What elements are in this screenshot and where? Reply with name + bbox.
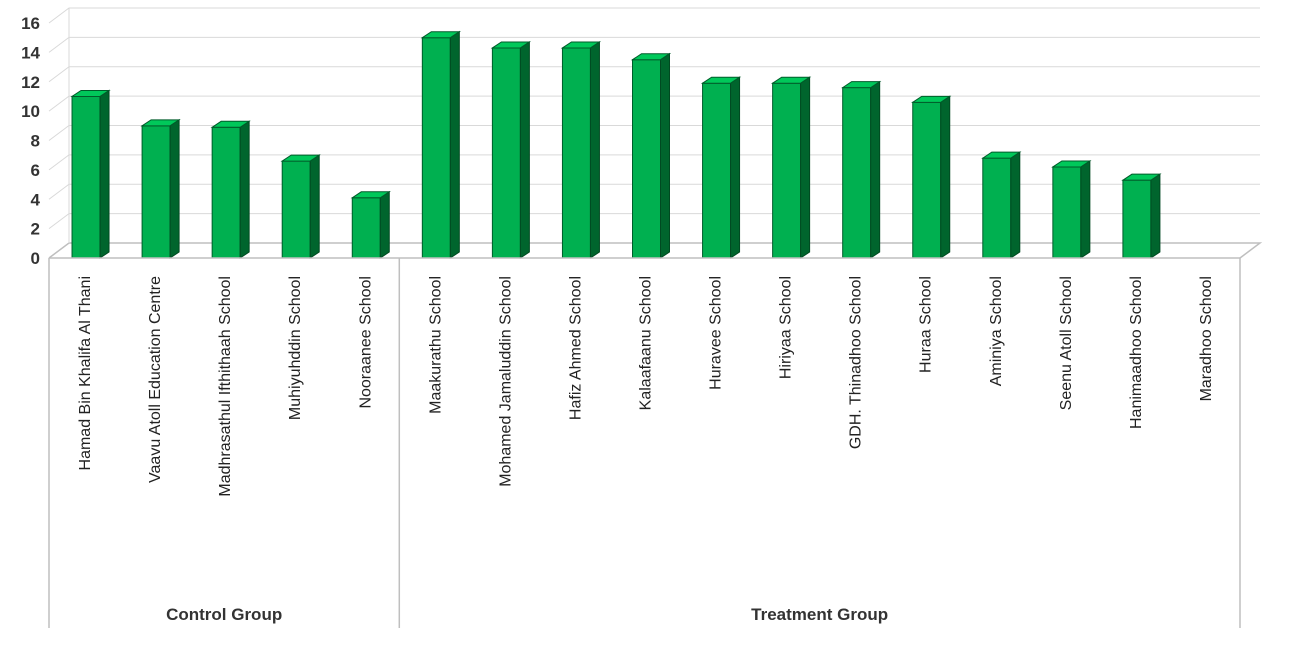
x-tick-label: Hiriyaa School <box>778 276 795 379</box>
bar-front <box>281 160 311 259</box>
y-tick-label: 16 <box>21 14 40 33</box>
bar <box>630 52 672 259</box>
bar-front <box>772 82 802 259</box>
bar-top <box>420 31 461 39</box>
bar-side <box>1150 173 1161 259</box>
bar <box>490 41 532 259</box>
bar-side <box>1010 151 1021 259</box>
y-tick-label: 0 <box>31 249 40 268</box>
x-tick-label: Hamad Bin Khalifa Al Thani <box>77 276 94 470</box>
x-tick-label: Kalaafaanu School <box>638 276 655 410</box>
bar-top <box>70 89 111 97</box>
group-label: Control Group <box>166 605 282 624</box>
bar-top <box>981 151 1022 159</box>
bar-side <box>379 190 390 259</box>
x-tick-label: Huravee School <box>708 276 725 390</box>
bar <box>70 89 111 259</box>
bar-front <box>982 157 1012 259</box>
x-tick-label: Aminiya School <box>988 276 1005 386</box>
bar <box>1121 173 1162 259</box>
bar-side <box>730 76 741 259</box>
bar <box>280 154 321 259</box>
gridline <box>48 7 1260 24</box>
y-tick-label: 8 <box>31 132 40 151</box>
bar <box>420 30 461 259</box>
x-tick-label: Hanimaadhoo School <box>1128 276 1145 429</box>
bar-side <box>1080 160 1091 259</box>
bar-side <box>239 120 250 259</box>
y-tick-label: 14 <box>21 43 40 62</box>
bar-top <box>350 191 391 199</box>
bar-top <box>700 76 742 84</box>
bar-front <box>702 82 732 259</box>
bar-side <box>519 41 530 259</box>
y-axis: 0 2 4 6 8 10 12 14 16 <box>21 14 40 268</box>
bar-front <box>491 47 521 259</box>
bar-front <box>211 126 241 259</box>
bar-top <box>1121 173 1162 181</box>
bar-top <box>911 95 952 103</box>
bar-side <box>870 80 881 259</box>
bar-front <box>351 197 381 259</box>
bars <box>70 30 1162 259</box>
bar-top <box>210 120 251 128</box>
bar-front <box>842 87 872 259</box>
bar-side <box>99 89 110 259</box>
y-tick-label: 10 <box>21 102 40 121</box>
bar-top <box>490 41 532 49</box>
y-tick-label: 2 <box>31 220 40 239</box>
bar <box>350 190 391 259</box>
y-tick-label: 6 <box>31 161 40 180</box>
bar-front <box>1052 166 1082 259</box>
bar-front <box>71 95 101 259</box>
x-tick-label: Hafiz Ahmed School <box>567 276 584 420</box>
group-label: Treatment Group <box>751 605 888 624</box>
bar <box>140 118 181 259</box>
bar <box>560 41 602 259</box>
bar <box>911 95 952 259</box>
bar-top <box>1051 160 1092 168</box>
bar-front <box>141 125 171 259</box>
bar <box>841 80 882 259</box>
x-tick-label: Nooraanee School <box>357 276 374 409</box>
bar <box>770 76 812 259</box>
x-tick-label: Maakurathu School <box>427 276 444 414</box>
bar-top <box>630 53 672 61</box>
bar-side <box>169 118 180 259</box>
bar-front <box>912 101 942 259</box>
bar-top <box>770 76 812 84</box>
x-axis: Hamad Bin Khalifa Al Thani Vaavu Atoll Ed… <box>48 257 1241 628</box>
bar-front <box>421 37 451 259</box>
bar <box>981 151 1022 259</box>
bar-side <box>309 154 320 259</box>
x-tick-label: Madhrasathul Ifthithaah School <box>217 276 234 497</box>
bar-side <box>660 52 670 259</box>
bar-top <box>280 154 321 162</box>
bar-front <box>1122 179 1152 259</box>
bar-front <box>561 47 591 259</box>
bar-front <box>632 59 661 259</box>
bar-top <box>841 81 882 89</box>
bar-top <box>140 119 181 127</box>
x-tick-label: Vaavu Atoll Education Centre <box>147 276 164 483</box>
x-tick-label: Maradhoo School <box>1198 276 1215 401</box>
bar-side <box>940 95 951 259</box>
x-tick-label: Seenu Atoll School <box>1058 276 1075 410</box>
bar-side <box>449 30 460 259</box>
x-tick-label: Mohamed Jamaluddin School <box>497 276 514 487</box>
bar <box>1051 160 1092 259</box>
y-tick-label: 4 <box>31 190 41 209</box>
bar-top <box>560 41 602 49</box>
y-tick-label: 12 <box>21 73 40 92</box>
bar-side <box>589 41 600 259</box>
bar <box>210 120 251 259</box>
bar <box>700 76 742 259</box>
x-tick-label: GDH. Thinadhoo School <box>848 276 865 449</box>
x-tick-label: Muhiyuhddin School <box>287 276 304 420</box>
bar-side <box>800 76 811 259</box>
gridline <box>48 36 1260 53</box>
x-tick-label: Huraa School <box>918 276 935 373</box>
